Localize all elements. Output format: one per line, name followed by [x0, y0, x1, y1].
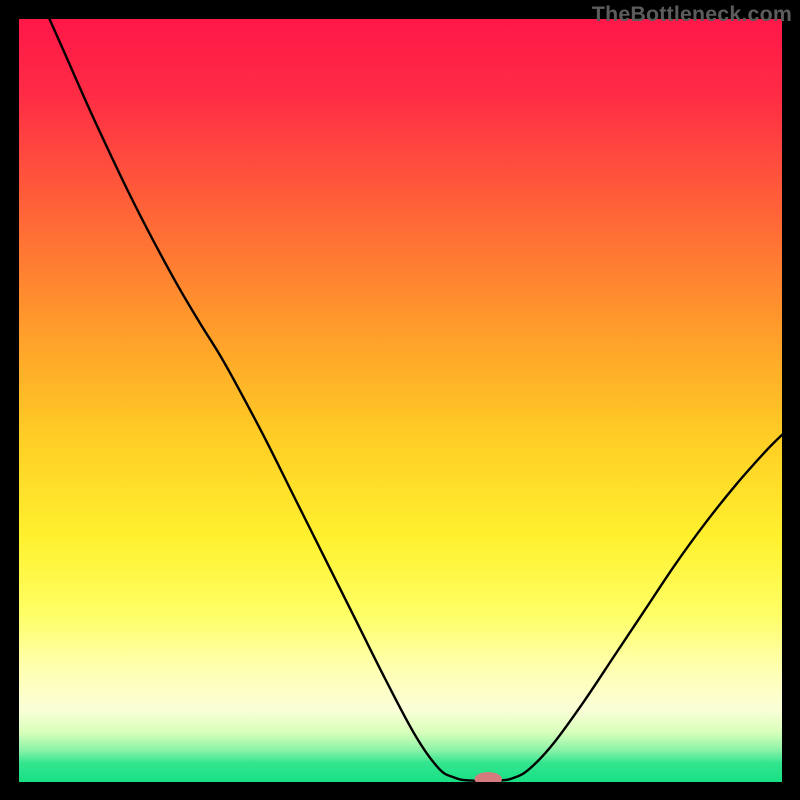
bottleneck-chart — [0, 0, 800, 800]
chart-container: TheBottleneck.com — [0, 0, 800, 800]
chart-background-gradient — [19, 19, 782, 782]
watermark-label: TheBottleneck.com — [592, 2, 792, 27]
